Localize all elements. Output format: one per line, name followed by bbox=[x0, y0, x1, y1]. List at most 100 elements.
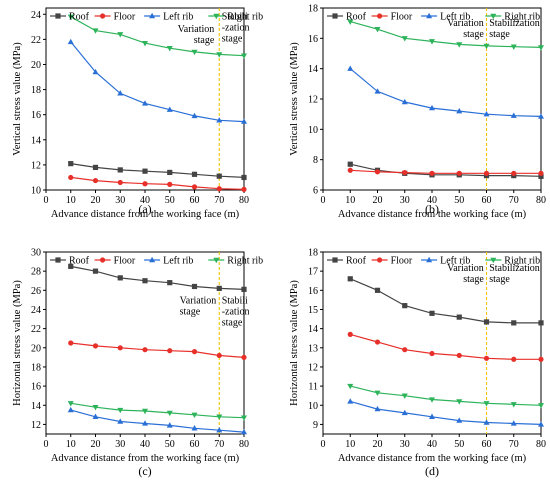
stage-annotation: -zation bbox=[222, 307, 250, 318]
data-point bbox=[483, 419, 490, 425]
x-tick-label: 80 bbox=[239, 195, 249, 206]
data-point bbox=[456, 314, 462, 320]
series-line bbox=[70, 342, 245, 358]
legend-marker bbox=[332, 257, 338, 263]
y-axis-title: Vertical stress value (MPa) bbox=[289, 42, 300, 156]
x-tick-label: 20 bbox=[91, 439, 101, 450]
stage-annotation: Variation bbox=[178, 24, 215, 35]
legend-label: Left rib bbox=[440, 256, 470, 267]
series-line bbox=[70, 265, 245, 290]
x-tick-label: 50 bbox=[454, 195, 464, 206]
data-point bbox=[538, 170, 544, 176]
data-point bbox=[538, 403, 544, 409]
y-axis-title: Vertical stress value (MPa) bbox=[12, 42, 23, 156]
y-tick-label: 14 bbox=[308, 64, 318, 75]
y-tick-label: 8 bbox=[313, 155, 318, 166]
legend-marker bbox=[332, 13, 338, 19]
legend-label: Floor bbox=[114, 256, 136, 267]
x-tick-label: 80 bbox=[536, 195, 546, 206]
data-point bbox=[191, 171, 198, 177]
legend: Roof Floor Left rib Right rib bbox=[327, 12, 540, 23]
x-axis-title: Advance distance from the working face (… bbox=[338, 209, 527, 220]
legend-marker bbox=[426, 256, 433, 263]
x-tick-label: 30 bbox=[115, 439, 125, 450]
data-point bbox=[538, 113, 544, 119]
chart-panel-3: 0 10 20 30 40 50 60 70 80 12 14 16 18 20 22 24 26 28 30 Adv… bbox=[12, 248, 263, 479]
data-point bbox=[241, 354, 247, 360]
data-point bbox=[216, 414, 223, 420]
data-point bbox=[191, 349, 198, 355]
data-point bbox=[216, 173, 222, 179]
panel-caption: (d) bbox=[425, 464, 439, 478]
data-point bbox=[456, 417, 463, 423]
series-line bbox=[350, 21, 542, 48]
y-tick-label: 10 bbox=[308, 125, 318, 136]
y-tick-label: 18 bbox=[31, 362, 41, 373]
y-tick-label: 14 bbox=[31, 135, 41, 146]
x-axis-title: Advance distance from the working face (… bbox=[338, 453, 527, 464]
data-point bbox=[374, 390, 381, 397]
legend-marker bbox=[490, 13, 497, 20]
y-tick-label: 24 bbox=[31, 305, 41, 316]
data-point bbox=[216, 52, 223, 58]
legend-label: Floor bbox=[391, 12, 413, 23]
legend: Roof Floor Left rib Right rib bbox=[327, 256, 540, 267]
y-tick-label: 9 bbox=[313, 420, 318, 431]
series-line bbox=[350, 333, 541, 360]
x-tick-label: 0 bbox=[321, 439, 326, 450]
y-axis-title: Horizontal stress value (MPa) bbox=[12, 280, 23, 406]
x-tick-label: 30 bbox=[400, 195, 410, 206]
data-point bbox=[117, 179, 123, 186]
data-point bbox=[166, 422, 173, 428]
series-left-rib bbox=[67, 38, 247, 124]
data-point bbox=[92, 404, 99, 411]
data-point bbox=[510, 44, 517, 50]
data-point bbox=[510, 402, 517, 408]
legend-marker bbox=[213, 257, 220, 264]
legend-marker bbox=[55, 13, 61, 19]
data-point bbox=[166, 45, 173, 52]
data-point bbox=[92, 28, 99, 34]
data-point bbox=[241, 118, 247, 124]
series-floor bbox=[68, 174, 247, 192]
data-point bbox=[483, 401, 490, 407]
stage-annotation: Stabili bbox=[222, 296, 248, 307]
data-point bbox=[483, 170, 490, 176]
chart-panel-4: 0 10 20 30 40 50 60 70 80 9 10 11 12 13 14 15 16 17 18 Adva… bbox=[289, 248, 546, 479]
legend-marker bbox=[55, 257, 61, 263]
data-point bbox=[401, 409, 408, 416]
legend-label: Floor bbox=[114, 12, 136, 23]
x-tick-label: 60 bbox=[190, 195, 200, 206]
data-point bbox=[67, 14, 74, 20]
x-tick-label: 40 bbox=[427, 439, 437, 450]
data-point bbox=[142, 420, 148, 426]
stage-annotation: Stabilization bbox=[489, 263, 540, 274]
legend-marker bbox=[377, 257, 383, 263]
x-tick-label: 10 bbox=[345, 439, 355, 450]
y-tick-label: 16 bbox=[308, 286, 318, 297]
series-left-rib bbox=[347, 398, 544, 427]
x-tick-label: 70 bbox=[214, 195, 224, 206]
series-line bbox=[70, 41, 245, 123]
x-tick-label: 20 bbox=[373, 439, 383, 450]
x-tick-label: 10 bbox=[345, 195, 355, 206]
legend-label: Right rib bbox=[227, 256, 263, 267]
legend-marker bbox=[213, 13, 220, 20]
series-roof bbox=[347, 276, 544, 326]
data-point bbox=[92, 164, 99, 171]
legend-label: Left rib bbox=[163, 12, 193, 23]
data-point bbox=[142, 347, 148, 353]
data-point bbox=[347, 65, 354, 71]
legend-item: Left rib bbox=[144, 256, 193, 267]
x-tick-label: 50 bbox=[454, 439, 464, 450]
y-tick-label: 28 bbox=[31, 267, 41, 278]
x-tick-label: 40 bbox=[140, 439, 150, 450]
legend-item: Roof bbox=[50, 256, 90, 267]
data-point bbox=[191, 112, 198, 119]
x-tick-label: 0 bbox=[321, 195, 326, 206]
data-point bbox=[117, 167, 123, 173]
data-point bbox=[456, 42, 463, 48]
x-tick-label: 0 bbox=[44, 195, 49, 206]
series-roof bbox=[68, 161, 247, 181]
